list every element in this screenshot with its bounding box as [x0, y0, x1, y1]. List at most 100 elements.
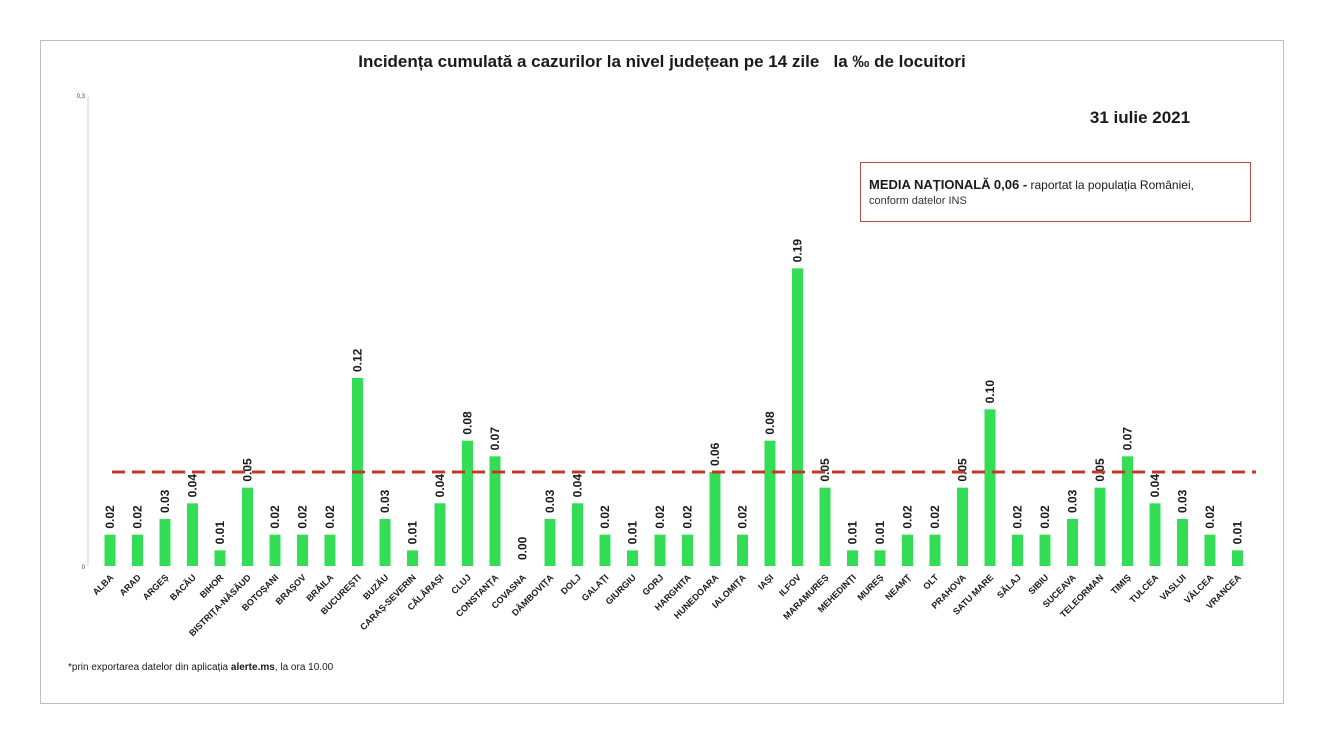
bar: [462, 440, 473, 566]
x-tick-label: ILFOV: [777, 572, 803, 598]
data-label: 0.02: [736, 505, 750, 529]
chart-frame: [40, 40, 1284, 704]
x-tick-label: GORJ: [640, 572, 665, 597]
bar: [489, 456, 501, 566]
data-label: 0.02: [103, 505, 117, 529]
bar: [874, 550, 886, 566]
data-label: 0.08: [461, 411, 475, 435]
bar: [1067, 519, 1078, 566]
footnote-time: , la ora 10.00: [274, 662, 334, 673]
x-tick-label: SĂLAJ: [995, 572, 1023, 600]
data-label: 0.07: [1121, 427, 1135, 451]
x-tick-label: CLUJ: [449, 572, 473, 596]
x-tick-label: BACĂU: [168, 572, 198, 602]
y-tick-label: 0,3: [77, 94, 86, 100]
footnote-text: *prin exportarea datelor din aplicația: [68, 662, 231, 673]
bar: [214, 550, 226, 566]
data-label: 0.02: [598, 505, 612, 529]
data-label: 0.02: [653, 505, 667, 529]
data-label: 0.01: [873, 521, 887, 545]
data-label: 0.02: [1203, 505, 1217, 529]
data-label: 0.03: [158, 489, 172, 513]
bar: [324, 534, 336, 566]
bar: [627, 550, 638, 566]
data-label: 0.01: [1231, 521, 1245, 545]
bar: [1149, 503, 1161, 566]
bar: [929, 534, 941, 566]
bar: [159, 519, 171, 566]
bar: [544, 519, 556, 566]
bar: [434, 503, 446, 566]
bar: [847, 550, 858, 566]
data-label: 0.01: [626, 521, 640, 545]
bar: [187, 503, 198, 566]
x-tick-label: MUREȘ: [855, 572, 885, 602]
data-label: 0.02: [131, 505, 145, 529]
bar: [1232, 550, 1243, 566]
bar: [1122, 456, 1133, 566]
x-tick-label: ALBA: [91, 572, 116, 597]
data-label: 0.02: [681, 505, 695, 529]
bar: [792, 268, 803, 566]
x-tick-label: DOLJ: [559, 572, 583, 596]
bar: [1094, 487, 1106, 566]
data-label: 0.03: [1176, 489, 1190, 513]
national-average-value: 0,06 -: [993, 177, 1028, 192]
data-label: 0.05: [956, 458, 970, 482]
x-tick-label: BRAȘOV: [274, 572, 308, 606]
footnote: *prin exportarea datelor din aplicația a…: [68, 662, 333, 673]
data-label: 0.02: [268, 505, 282, 529]
bar: [407, 550, 418, 566]
x-tick-label: ARGEȘ: [141, 572, 171, 602]
data-label: 0.03: [1066, 489, 1080, 513]
data-label: 0.02: [296, 505, 310, 529]
data-label: 0.07: [488, 427, 502, 451]
chart-title: Incidența cumulată a cazurilor la nivel …: [358, 52, 966, 71]
bar: [297, 534, 308, 566]
bar: [599, 534, 611, 566]
bar: [242, 487, 253, 566]
bar: [269, 534, 281, 566]
bar: [379, 519, 391, 566]
bar: [737, 534, 748, 566]
data-label: 0.02: [928, 505, 942, 529]
bar: [902, 534, 913, 566]
data-label: 0.03: [543, 489, 557, 513]
national-average-line: MEDIA NAȚIONALĂ 0,06 - raportat la popul…: [869, 177, 1242, 192]
y-tick-label: 0: [82, 565, 86, 571]
x-tick-label: GIURGIU: [604, 572, 638, 606]
x-tick-label: TIMIȘ: [1109, 572, 1133, 596]
data-label: 0.02: [323, 505, 337, 529]
national-average-label: MEDIA NAȚIONALĂ: [869, 177, 991, 192]
data-label: 0.19: [791, 239, 805, 263]
data-label: 0.04: [433, 474, 447, 498]
data-label: 0.08: [763, 411, 777, 435]
data-label: 0.05: [818, 458, 832, 482]
data-label: 0.00: [516, 536, 530, 560]
national-average-box: MEDIA NAȚIONALĂ 0,06 - raportat la popul…: [860, 162, 1251, 222]
x-tick-label: SIBIU: [1026, 572, 1050, 596]
report-date: 31 iulie 2021: [1089, 108, 1191, 127]
data-label: 0.02: [901, 505, 915, 529]
data-label: 0.04: [1148, 474, 1162, 498]
data-label: 0.02: [1038, 505, 1052, 529]
bar: [957, 487, 968, 566]
data-label: 0.02: [1011, 505, 1025, 529]
national-average-source: conform datelor INS: [869, 195, 967, 207]
bar: [654, 534, 666, 566]
data-label: 0.04: [186, 474, 200, 498]
bar: [682, 534, 693, 566]
bar: [1039, 534, 1051, 566]
data-label: 0.12: [351, 348, 365, 372]
bar: [104, 534, 116, 566]
data-label: 0.05: [1093, 458, 1107, 482]
x-tick-label: OLT: [921, 572, 941, 592]
bar: [1012, 534, 1023, 566]
bar: [572, 503, 583, 566]
x-tick-label: NEAMȚ: [883, 572, 913, 602]
bar: [819, 487, 831, 566]
bar: [1204, 534, 1216, 566]
data-label: 0.06: [708, 442, 722, 466]
bar: [764, 440, 776, 566]
